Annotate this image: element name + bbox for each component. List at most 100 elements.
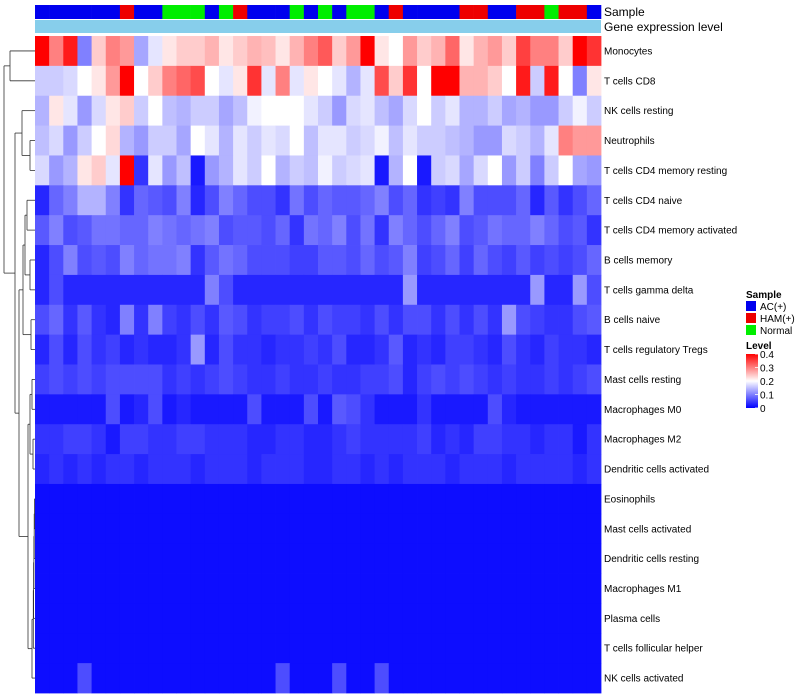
- heatmap-cell: [388, 245, 404, 276]
- heatmap-cell: [247, 155, 262, 186]
- heatmap-cell: [91, 513, 107, 545]
- heatmap-cell: [318, 125, 333, 156]
- heatmap-cell: [176, 573, 192, 604]
- heatmap-cell: [374, 245, 390, 276]
- heatmap-cell: [388, 185, 404, 216]
- sample-bar-cell: [346, 5, 361, 19]
- heatmap-cell: [190, 424, 206, 455]
- heatmap-cell: [417, 65, 432, 97]
- heatmap-cell: [35, 603, 50, 634]
- heatmap-cell: [487, 513, 503, 545]
- heatmap-cell: [487, 633, 503, 664]
- heatmap-cell: [275, 95, 291, 126]
- heatmap-cell: [233, 454, 248, 485]
- heatmap-cell: [233, 483, 248, 515]
- heatmap-cell: [417, 304, 432, 336]
- heatmap-cell: [134, 573, 149, 604]
- heatmap-cell: [176, 304, 192, 336]
- heatmap-cell: [572, 543, 588, 574]
- sample-bar-cell: [261, 5, 276, 19]
- heatmap-cell: [176, 663, 192, 694]
- heatmap-cell: [275, 663, 291, 694]
- heatmap-cell: [218, 36, 234, 67]
- heatmap-cell: [91, 603, 107, 634]
- heatmap-cell: [77, 36, 92, 67]
- heatmap-cell: [63, 36, 78, 67]
- heatmap-cell: [204, 274, 220, 306]
- heatmap-cell: [473, 424, 489, 455]
- heatmap-cell: [487, 36, 503, 67]
- heatmap-cell: [516, 185, 531, 216]
- heatmap-cell: [473, 215, 489, 246]
- sample-bar-cell: [417, 5, 432, 19]
- heatmap-cell: [346, 394, 361, 425]
- heatmap-cell: [119, 483, 135, 515]
- heatmap-cell: [289, 215, 305, 246]
- heatmap-cell: [134, 424, 149, 455]
- heatmap-cell: [162, 394, 177, 425]
- gene-expression-annotation-bar: [35, 20, 601, 33]
- heatmap-cell: [176, 483, 192, 515]
- heatmap-cell: [289, 424, 305, 455]
- heatmap-cell: [261, 633, 276, 664]
- heatmap-cell: [176, 334, 192, 365]
- row-label: T cells CD8: [604, 76, 656, 87]
- heatmap-cell: [275, 394, 291, 425]
- heatmap-cell: [346, 125, 361, 156]
- heatmap-cell: [204, 543, 220, 574]
- heatmap-cell: [35, 483, 50, 515]
- heatmap-cell: [49, 394, 64, 425]
- heatmap-cell: [91, 155, 107, 186]
- heatmap-cell: [289, 364, 305, 395]
- sample-bar-cell: [431, 5, 446, 19]
- heatmap-cell: [445, 95, 460, 126]
- sample-bar-cell: [105, 5, 121, 19]
- heatmap-cell: [530, 185, 545, 216]
- heatmap-cell: [261, 454, 276, 485]
- heatmap-cell: [318, 364, 333, 395]
- heatmap-cell: [530, 304, 545, 336]
- legend-level-title: Level: [746, 341, 772, 352]
- heatmap-cell: [374, 65, 390, 97]
- heatmap-cell: [530, 483, 545, 515]
- sample-bar-cell: [77, 5, 92, 19]
- heatmap-cell: [105, 245, 121, 276]
- heatmap-cell: [544, 573, 559, 604]
- heatmap-cell: [35, 334, 50, 365]
- heatmap-cell: [119, 454, 135, 485]
- expression-annotation-label: Gene expression level: [604, 20, 723, 34]
- heatmap-cell: [445, 394, 460, 425]
- heatmap-cell: [530, 95, 545, 126]
- heatmap-cell: [473, 304, 489, 336]
- heatmap-cell: [402, 245, 418, 276]
- heatmap-cell: [417, 334, 432, 365]
- heatmap-cell: [530, 424, 545, 455]
- heatmap-cell: [247, 543, 262, 574]
- heatmap-cell: [388, 663, 404, 694]
- heatmap-cell: [459, 274, 475, 306]
- heatmap-cell: [275, 155, 291, 186]
- heatmap-cell: [49, 334, 64, 365]
- heatmap-cell: [261, 65, 276, 97]
- heatmap-cell: [530, 603, 545, 634]
- heatmap-cell: [303, 663, 319, 694]
- heatmap-cell: [558, 424, 574, 455]
- heatmap-cell: [119, 215, 135, 246]
- heatmap-cell: [487, 65, 503, 97]
- heatmap-cell: [77, 125, 92, 156]
- heatmap-cell: [77, 663, 92, 694]
- heatmap-cell: [318, 65, 333, 97]
- heatmap-cell: [190, 125, 206, 156]
- heatmap-cell: [134, 125, 149, 156]
- heatmap-cell: [119, 334, 135, 365]
- heatmap-cell: [388, 424, 404, 455]
- heatmap-cell: [487, 603, 503, 634]
- heatmap-cell: [119, 543, 135, 574]
- heatmap-cell: [218, 65, 234, 97]
- heatmap-cell: [289, 663, 305, 694]
- heatmap-cell: [558, 633, 574, 664]
- heatmap-cell: [105, 304, 121, 336]
- heatmap-cell: [91, 454, 107, 485]
- heatmap-cell: [544, 454, 559, 485]
- heatmap-cell: [572, 603, 588, 634]
